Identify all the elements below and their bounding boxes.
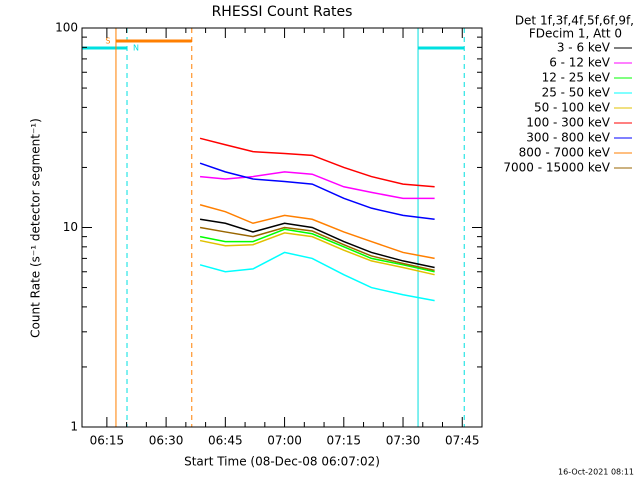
- series-line: [199, 218, 435, 269]
- interval-label: N: [133, 44, 139, 53]
- chart-title: RHESSI Count Rates: [212, 4, 353, 20]
- series-line: [199, 226, 435, 272]
- legend-label: 50 - 100 keV: [534, 101, 611, 115]
- x-tick-label: 07:45: [445, 434, 480, 448]
- series-line: [199, 137, 435, 188]
- legend-header: FDecim 1, Att 0: [529, 27, 622, 41]
- x-axis-label: Start Time (08-Dec-08 06:07:02): [184, 455, 380, 469]
- x-tick-label: 07:15: [326, 434, 361, 448]
- y-axis-label: Count Rate (s⁻¹ detector segment⁻¹): [29, 118, 43, 338]
- legend-label: 25 - 50 keV: [542, 86, 611, 100]
- x-tick-label: 06:45: [208, 434, 243, 448]
- series-line: [199, 171, 435, 200]
- series-line: [199, 228, 435, 273]
- legend-label: 300 - 800 keV: [526, 131, 610, 145]
- series-line: [199, 204, 435, 260]
- footer: 16-Oct-2021 08:11: [558, 468, 634, 477]
- series-line: [199, 251, 435, 302]
- legend-label: 3 - 6 keV: [557, 41, 611, 55]
- legend-label: 12 - 25 keV: [542, 71, 611, 85]
- legend-header: Det 1f,3f,4f,5f,6f,9f,: [515, 14, 634, 28]
- x-tick-label: 06:15: [90, 434, 125, 448]
- y-tick-label: 100: [55, 21, 78, 35]
- legend-label: 7000 - 15000 keV: [503, 161, 610, 175]
- legend-label: 800 - 7000 keV: [519, 146, 611, 160]
- x-tick-label: 07:00: [267, 434, 302, 448]
- interval-label: S: [105, 37, 110, 46]
- legend-label: 100 - 300 keV: [526, 116, 610, 130]
- series-line: [199, 162, 435, 220]
- legend-label: 6 - 12 keV: [549, 56, 611, 70]
- series-line: [199, 232, 435, 276]
- y-tick-label: 10: [63, 220, 78, 234]
- y-tick-label: 1: [70, 420, 78, 434]
- x-tick-label: 07:30: [386, 434, 421, 448]
- x-tick-label: 06:30: [149, 434, 184, 448]
